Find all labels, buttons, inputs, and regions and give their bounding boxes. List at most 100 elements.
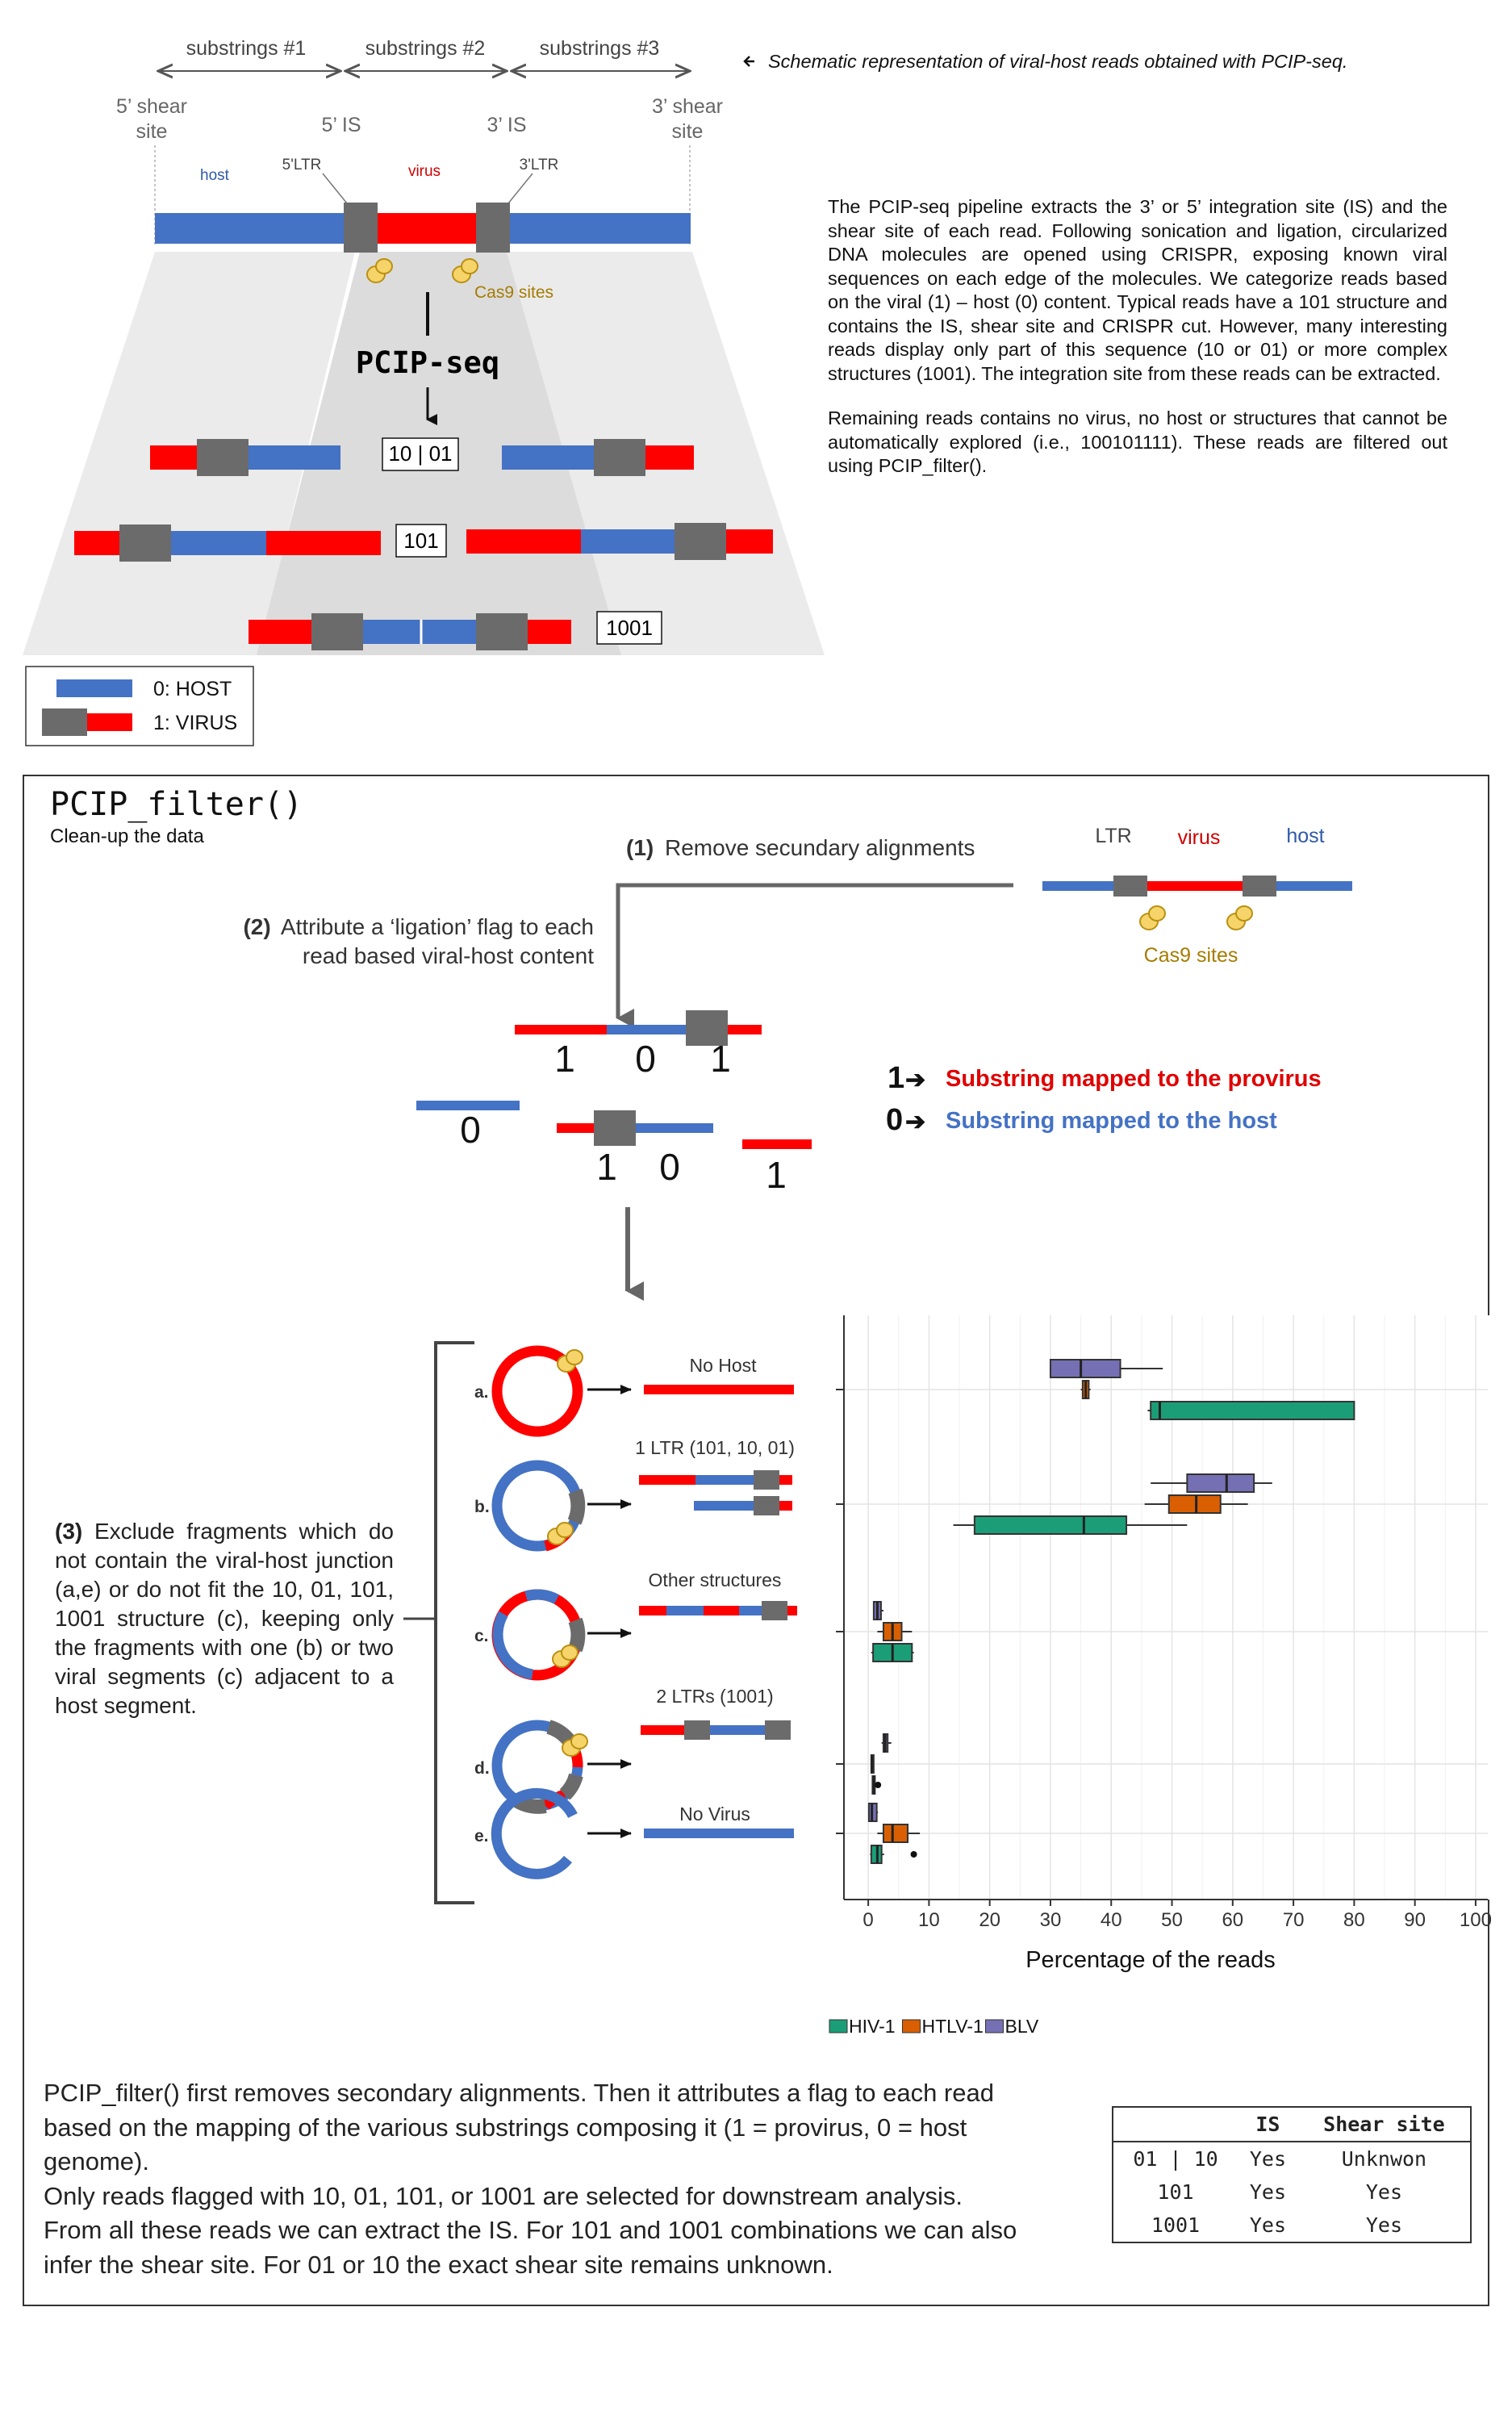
example-virus-bar [1146,881,1243,891]
read-1001-ltr-right [476,613,528,650]
x-tick-label: 50 [1161,1909,1183,1931]
box-1001-text: 1001 [606,616,653,640]
filter-subtitle: Clean-up the data [50,825,204,847]
table-cell: Unknwon [1341,2147,1427,2171]
summary-line-3: From all these reads we can extract the … [44,2216,1017,2279]
box-htlv-1 [1080,1380,1091,1399]
shear-right-l1: 3’ shear [652,95,723,118]
category-c-letter: c. [474,1627,489,1645]
example-cas9-icon-1 [1139,905,1166,930]
ltr3-pointer [507,173,533,204]
pcip-seq-label: PCIP-seq [356,345,499,380]
flag-digit-1b: 1 [710,1038,731,1080]
read-right-virus [642,445,694,470]
chart-xlabel: Percentage of the reads [1025,1947,1276,1973]
ltr5-pointer [322,173,348,204]
step3-number: (3) [55,1519,83,1544]
cas9-icon-2 [452,258,478,283]
category-e-letter: e. [474,1827,489,1845]
table-cell: 101 [1157,2180,1194,2204]
substring-label-1: substrings #1 [186,37,307,60]
legend-host-label: 0: HOST [153,678,232,700]
box-blv [881,1733,892,1753]
frag-e [644,1829,794,1838]
ltr5-label: 5'LTR [282,157,322,173]
flag-digit-1a: 1 [554,1038,575,1080]
legend-label: BLV [1005,2016,1039,2037]
table-cell: Yes [1249,2180,1286,2204]
substring-label-2: substrings #2 [365,37,486,60]
host-label: host [200,167,230,184]
frag-b2-ltr [754,1496,779,1515]
x-tick-label: 40 [1101,1909,1122,1931]
box-blv [1049,1359,1163,1378]
box-iqr [973,1515,1128,1535]
category-b-letter: b. [474,1498,490,1516]
step1-text: (1) Remove secundary alignments [626,835,975,860]
frag-d-ltr2 [765,1720,791,1740]
legend-swatch [985,2019,1004,2033]
key1-label: Substring mapped to the provirus [946,1066,1322,1092]
key0-arrow-icon: ➔ [905,1109,925,1135]
x-tick-label: 10 [918,1909,940,1931]
step2-line2: read based viral-host content [303,943,594,968]
frag-b1-virus [639,1475,695,1485]
box-blv [872,1601,883,1620]
virus-label: virus [408,163,441,180]
filter-title: PCIP_filter() [50,786,303,823]
box-iqr [1186,1473,1255,1493]
shear-left-l2: site [136,120,168,143]
box-101 [395,524,447,558]
frag-b2-virus [778,1501,792,1511]
fragment-virus-digit: 1 [766,1154,787,1196]
summary-line-1: PCIP_filter() first removes secondary al… [44,2079,994,2175]
schematic-diagram: substrings #1 substrings #2 substrings #… [23,37,1347,746]
ltr3-label: 3'LTR [520,157,559,173]
step2-number: (2) [243,914,270,939]
category-d-label: 2 LTRs (1001) [656,1686,773,1707]
table-row: 101 Yes Yes [1113,2175,1471,2209]
x-tick-label: 70 [1283,1909,1305,1931]
table-cell: 01 | 10 [1133,2147,1218,2171]
box-101-text: 101 [403,529,438,553]
circle-b-cas9-icon [547,1522,574,1545]
chart-x-ticks: 0 10 20 30 40 50 60 70 80 90 100 [863,1900,1492,1931]
x-tick-label: 80 [1343,1909,1365,1931]
x-tick-label: 60 [1222,1909,1243,1931]
frag-b1-virus-end [778,1475,792,1485]
categories-bracket [434,1341,474,1904]
filter-summary: PCIP_filter() first removes secondary al… [44,2076,1068,2282]
category-b-label: 1 LTR (101, 10, 01) [635,1437,795,1458]
category-e-label: No Virus [679,1804,750,1824]
fragment-10-virus [557,1123,594,1133]
step3-description: Exclude fragments which do not contain t… [55,1519,394,1718]
legend-virus-label: 1: VIRUS [153,712,237,734]
table-cell: Yes [1249,2213,1286,2237]
substring-label-3: substrings #3 [540,37,660,60]
circle-e [491,1787,578,1879]
box-hiv-1 [871,1643,914,1662]
frag-c-host1 [666,1606,704,1615]
x-tick-label: 100 [1460,1909,1492,1931]
x-tick-label: 0 [863,1909,873,1931]
fragment-10-digit-1: 1 [596,1146,617,1188]
read-101-right-ltr [675,523,726,560]
example-cas9-icon-2 [1226,905,1253,930]
read-101-right-host [581,529,678,554]
circle-c-ltr [568,1617,586,1653]
table-cell: Yes [1365,2180,1402,2204]
schematic-legend: 0: HOST 1: VIRUS [25,666,254,746]
frag-c-ltr [762,1601,787,1620]
circle-d-ltr3 [559,1773,583,1800]
construct-ltr3 [476,203,510,253]
shear-left-l1: 5’ shear [116,95,187,118]
boxplot-chart: 0 10 20 30 40 50 60 70 80 90 100 Percentage of the… [815,1315,1496,2037]
read-left-virus [150,445,198,470]
example-ltr-left [1113,876,1147,897]
table-header-shear: Shear site [1297,2107,1471,2142]
circle-d-cas9-icon [562,1733,588,1757]
table-header-is: IS [1238,2107,1298,2142]
box-10-01-text: 10 | 01 [388,441,452,466]
frag-d-host [695,1725,773,1735]
legend-ltr-swatch [42,708,87,736]
